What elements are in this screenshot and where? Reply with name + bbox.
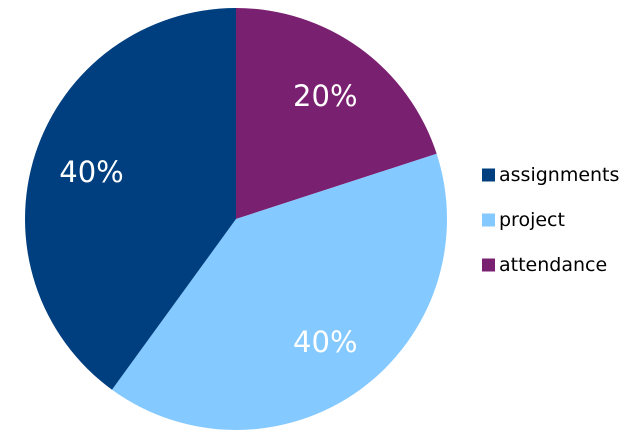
legend-swatch-project bbox=[482, 213, 495, 227]
pie-slices bbox=[25, 8, 448, 431]
legend-swatch-assignments bbox=[482, 168, 495, 182]
pie-slice-project bbox=[111, 153, 448, 431]
data-label-project: 40% bbox=[293, 325, 357, 359]
legend-label-project: project bbox=[499, 209, 565, 231]
legend: assignments project attendance bbox=[482, 164, 619, 276]
data-label-assignments: 40% bbox=[59, 155, 123, 189]
pie-slice-attendance bbox=[236, 8, 437, 219]
legend-label-assignments: assignments bbox=[499, 164, 619, 186]
pie-slice-assignments bbox=[25, 8, 237, 390]
pie-data-labels: 20% 40% 40% bbox=[59, 79, 357, 359]
data-label-attendance: 20% bbox=[293, 79, 357, 113]
legend-swatch-attendance bbox=[482, 258, 495, 272]
legend-label-attendance: attendance bbox=[499, 254, 607, 276]
